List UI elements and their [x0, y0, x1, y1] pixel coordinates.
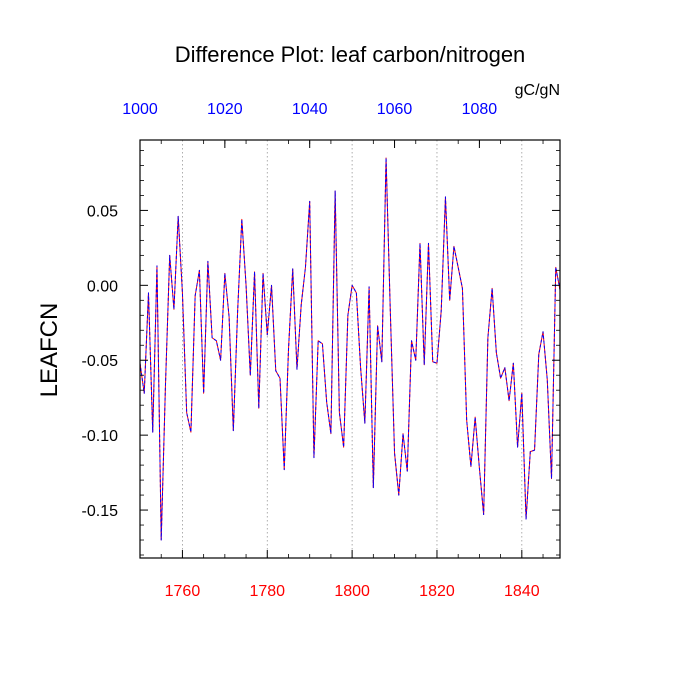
bottom-tick-label: 1780	[249, 583, 285, 600]
top-tick-label: 1020	[207, 101, 243, 118]
axes: 1760 1780 1800 1820 1840 1000 1020 1040 1060 1080…	[82, 101, 560, 600]
top-tick-label: 1040	[292, 101, 328, 118]
bottom-tick-label: 1800	[334, 583, 370, 600]
top-tick-label: 1060	[377, 101, 413, 118]
top-tick-label: 1000	[122, 101, 158, 118]
bottom-tick-label: 1840	[504, 583, 540, 600]
series-lines	[139, 157, 561, 541]
chart-title: Difference Plot: leaf carbon/nitrogen	[175, 42, 526, 67]
y-tick-label: 0.00	[87, 278, 118, 295]
y-tick-label: -0.10	[82, 428, 119, 445]
bottom-tick-label: 1760	[165, 583, 201, 600]
units-label: gC/gN	[515, 82, 560, 99]
gridlines	[182, 140, 523, 558]
plot-frame	[139, 139, 561, 559]
series-bottom-axis-line	[139, 157, 561, 541]
bottom-tick-label: 1820	[419, 583, 455, 600]
y-tick-label: -0.05	[82, 353, 119, 370]
y-axis-label: LEAFCN	[36, 303, 63, 398]
series-top-axis-line	[139, 157, 561, 541]
y-tick-label: -0.15	[82, 503, 119, 520]
y-tick-label: 0.05	[87, 203, 118, 220]
top-tick-label: 1080	[462, 101, 498, 118]
